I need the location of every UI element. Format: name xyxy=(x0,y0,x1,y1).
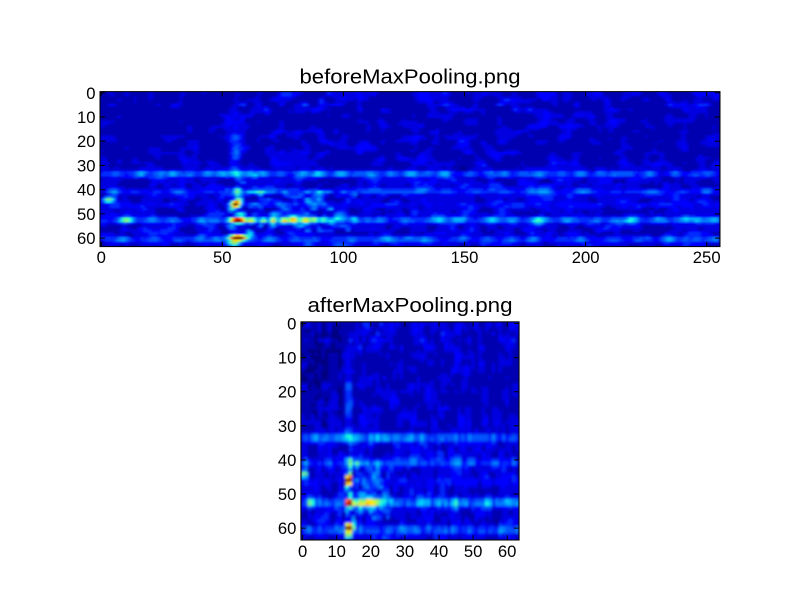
svg-text:50: 50 xyxy=(213,248,232,267)
svg-text:50: 50 xyxy=(278,485,297,504)
svg-text:100: 100 xyxy=(330,248,358,267)
svg-text:40: 40 xyxy=(77,181,96,200)
svg-text:20: 20 xyxy=(278,383,297,402)
svg-text:250: 250 xyxy=(693,248,721,267)
svg-text:0: 0 xyxy=(287,315,296,334)
svg-text:40: 40 xyxy=(278,451,297,470)
svg-text:afterMaxPooling.png: afterMaxPooling.png xyxy=(308,295,513,317)
svg-text:60: 60 xyxy=(77,229,96,248)
svg-text:150: 150 xyxy=(451,248,479,267)
svg-text:50: 50 xyxy=(464,542,483,561)
svg-text:10: 10 xyxy=(77,108,96,127)
svg-text:0: 0 xyxy=(97,248,106,267)
svg-text:20: 20 xyxy=(362,542,381,561)
svg-text:10: 10 xyxy=(278,349,297,368)
svg-text:0: 0 xyxy=(298,542,307,561)
svg-text:10: 10 xyxy=(327,542,346,561)
svg-text:60: 60 xyxy=(498,542,517,561)
svg-text:20: 20 xyxy=(77,132,96,151)
svg-text:40: 40 xyxy=(430,542,449,561)
svg-text:0: 0 xyxy=(86,84,95,103)
svg-text:30: 30 xyxy=(77,157,96,176)
svg-text:200: 200 xyxy=(572,248,600,267)
svg-text:50: 50 xyxy=(77,205,96,224)
svg-text:30: 30 xyxy=(278,417,297,436)
svg-text:60: 60 xyxy=(278,519,297,538)
svg-text:beforeMaxPooling.png: beforeMaxPooling.png xyxy=(300,67,521,89)
svg-text:30: 30 xyxy=(396,542,415,561)
